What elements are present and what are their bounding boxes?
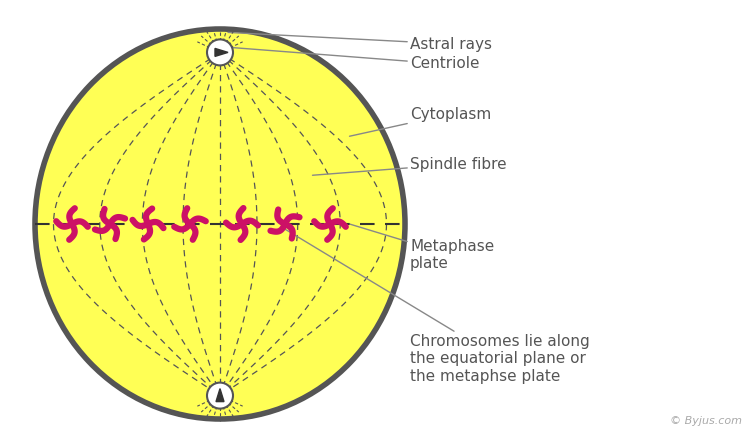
Text: Metaphase
plate: Metaphase plate <box>350 224 494 271</box>
Text: Chromosomes lie along
the equatorial plane or
the metaphse plate: Chromosomes lie along the equatorial pla… <box>285 229 590 384</box>
Text: Cytoplasm: Cytoplasm <box>350 106 491 136</box>
Text: Astral rays: Astral rays <box>228 33 492 52</box>
Text: Spindle fibre: Spindle fibre <box>313 157 507 175</box>
Text: © Byjus.com: © Byjus.com <box>670 416 742 426</box>
Ellipse shape <box>35 29 405 419</box>
Text: Centriole: Centriole <box>230 47 479 72</box>
Polygon shape <box>215 49 228 56</box>
Circle shape <box>207 39 233 66</box>
Circle shape <box>207 383 233 408</box>
Polygon shape <box>216 388 224 401</box>
